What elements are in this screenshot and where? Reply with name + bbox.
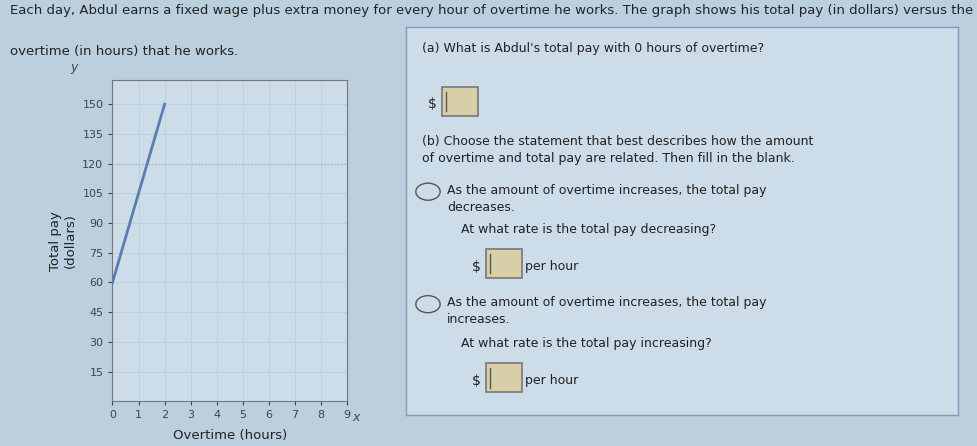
Text: (a) What is Abdul's total pay with 0 hours of overtime?: (a) What is Abdul's total pay with 0 hou…: [422, 42, 764, 55]
Text: per hour: per hour: [524, 260, 577, 273]
Text: y: y: [70, 61, 77, 74]
X-axis label: Overtime (hours): Overtime (hours): [173, 429, 286, 442]
Text: As the amount of overtime increases, the total pay
decreases.: As the amount of overtime increases, the…: [446, 183, 766, 214]
Text: (b) Choose the statement that best describes how the amount
of overtime and tota: (b) Choose the statement that best descr…: [422, 136, 813, 165]
Text: Each day, Abdul earns a fixed wage plus extra money for every hour of overtime h: Each day, Abdul earns a fixed wage plus …: [10, 4, 977, 17]
Text: overtime (in hours) that he works.: overtime (in hours) that he works.: [10, 45, 237, 58]
Text: x: x: [352, 411, 359, 424]
Text: At what rate is the total pay increasing?: At what rate is the total pay increasing…: [461, 337, 711, 350]
Y-axis label: Total pay
(dollars): Total pay (dollars): [49, 211, 76, 271]
Text: per hour: per hour: [524, 374, 577, 387]
FancyBboxPatch shape: [486, 249, 522, 278]
FancyBboxPatch shape: [486, 363, 522, 392]
Text: $: $: [428, 97, 437, 111]
Text: As the amount of overtime increases, the total pay
increases.: As the amount of overtime increases, the…: [446, 297, 766, 326]
Text: At what rate is the total pay decreasing?: At what rate is the total pay decreasing…: [461, 223, 715, 235]
FancyBboxPatch shape: [442, 87, 477, 116]
Text: $: $: [472, 260, 481, 273]
Text: $: $: [472, 374, 481, 388]
